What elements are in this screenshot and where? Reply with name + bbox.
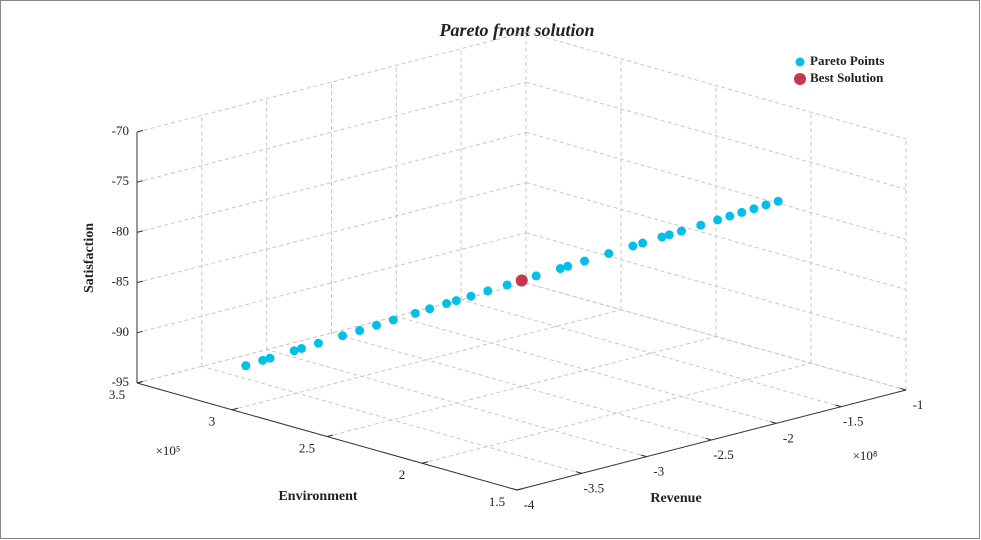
x-tick-label: -3 — [653, 464, 664, 479]
pareto-point — [713, 215, 723, 225]
pareto-point — [676, 226, 686, 236]
legend-label: Best Solution — [810, 70, 884, 85]
x-axis-label: Revenue — [650, 491, 701, 506]
tick-mark — [575, 471, 582, 474]
z-tick-label: -70 — [112, 123, 129, 138]
pareto-point — [737, 207, 747, 217]
best-point — [515, 274, 528, 287]
x-tick-label: -2 — [783, 430, 794, 445]
pareto-point — [466, 291, 476, 301]
z-tick-label: -90 — [112, 324, 129, 339]
pareto-point — [773, 196, 783, 206]
tick-mark — [136, 280, 144, 284]
tick-mark — [640, 454, 647, 458]
tick-mark — [136, 230, 144, 233]
grid-line — [136, 232, 527, 334]
pareto-point — [241, 361, 251, 371]
tick-mark — [136, 180, 144, 183]
pareto-point — [425, 304, 435, 314]
pareto-point — [371, 320, 381, 330]
tick-mark — [835, 404, 842, 408]
grid-line — [231, 309, 622, 411]
x-tick-label: -4 — [524, 497, 535, 512]
grid-line — [461, 299, 842, 408]
tick-mark — [136, 330, 144, 334]
y-tick-label: 3 — [209, 414, 216, 429]
tick-mark — [899, 387, 907, 391]
pareto-point — [451, 296, 461, 306]
pareto-point — [555, 264, 565, 274]
grid-line — [136, 31, 527, 133]
pareto-point — [313, 338, 323, 348]
grid-line — [525, 282, 907, 391]
x-tick-label: -2.5 — [713, 447, 734, 462]
pareto-point — [725, 211, 735, 221]
tick-mark — [136, 130, 144, 133]
x-tick-label: -3.5 — [584, 480, 605, 495]
pareto-point — [355, 326, 365, 336]
legend-marker — [794, 73, 806, 85]
legend-label: Pareto Points — [810, 53, 885, 68]
grid-line — [326, 336, 717, 437]
pareto-point — [410, 308, 420, 318]
tick-mark — [136, 381, 144, 384]
grid-line — [136, 81, 527, 183]
pareto-point — [563, 261, 573, 271]
tick-mark — [326, 434, 334, 437]
tick-mark — [231, 407, 239, 411]
z-tick-label: -85 — [112, 274, 129, 289]
pareto-point — [265, 353, 275, 363]
legend-marker — [795, 57, 805, 67]
grid-line — [136, 282, 527, 384]
tick-mark — [516, 488, 524, 491]
pareto-point — [258, 355, 268, 365]
pareto-point — [749, 204, 759, 214]
y-multiplier: ×10⁵ — [156, 443, 181, 458]
z-tick-label: -80 — [112, 223, 129, 238]
chart-title: Pareto front solution — [438, 20, 594, 40]
y-tick-label: 3.5 — [109, 387, 125, 402]
x-multiplier: ×10⁸ — [853, 448, 878, 463]
pareto-point — [761, 200, 771, 210]
grid-line — [136, 131, 527, 233]
pareto-point — [483, 286, 493, 296]
tick-mark — [510, 487, 518, 491]
z-axis-label: Satisfaction — [82, 223, 97, 293]
grid-line — [525, 232, 907, 341]
x-tick-label: -1 — [913, 397, 924, 412]
pareto-point — [388, 315, 398, 325]
tick-mark — [705, 437, 712, 441]
pareto-point — [604, 249, 614, 259]
grid-line — [525, 182, 907, 291]
pareto-point — [289, 346, 299, 356]
x-tick-label: -1.5 — [843, 414, 864, 429]
pareto-point — [338, 331, 348, 341]
y-tick-label: 2 — [399, 467, 406, 482]
grid-line — [331, 332, 712, 441]
z-tick-label: -95 — [112, 374, 129, 389]
pareto-point — [696, 220, 706, 230]
pareto-point — [502, 280, 512, 290]
z-tick-label: -75 — [112, 173, 129, 188]
grid-line — [136, 182, 527, 284]
y-tick-label: 1.5 — [489, 494, 505, 509]
tick-mark — [770, 421, 777, 424]
tick-mark — [421, 461, 429, 464]
pareto-point — [638, 238, 648, 248]
grid-line — [525, 81, 907, 190]
pareto-point — [297, 343, 307, 353]
grid-line — [525, 31, 907, 140]
pareto-point — [531, 271, 541, 281]
pareto-point — [657, 232, 667, 242]
y-axis-label: Environment — [278, 489, 357, 504]
grid-line — [525, 131, 907, 240]
pareto-point — [442, 299, 452, 309]
pareto-point — [664, 230, 674, 240]
grid-line — [421, 362, 812, 464]
pareto-point — [628, 241, 638, 251]
y-tick-label: 2.5 — [299, 440, 315, 455]
pareto-point — [580, 256, 590, 266]
